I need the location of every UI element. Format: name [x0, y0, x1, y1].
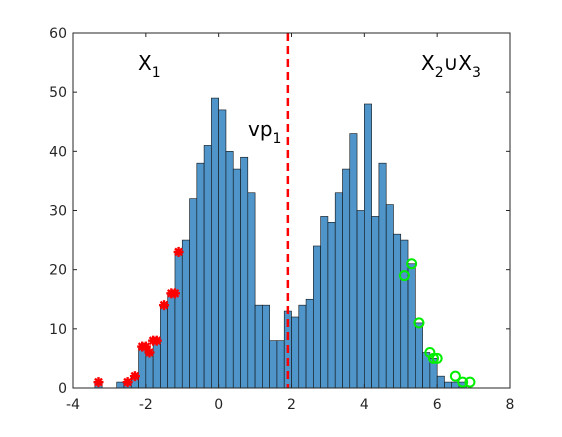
histogram-bar: [145, 352, 154, 389]
histogram-bar: [262, 304, 270, 389]
red-star-marker: [140, 341, 151, 352]
annotation-x1: X1: [138, 51, 161, 81]
y-tick-label: 40: [49, 144, 67, 160]
histogram-bar: [436, 375, 445, 389]
histogram-bar: [196, 162, 205, 389]
histogram-bar: [320, 216, 329, 389]
axis-ticks: -4 -2 0 2 4 6 8 0 10 20 30 40 50 60: [49, 26, 514, 413]
histogram-bar: [327, 222, 336, 389]
histogram-bar: [371, 216, 380, 389]
histogram-bar: [211, 97, 219, 389]
y-tick-label: 0: [58, 381, 67, 397]
annotation-x2-union-x3: X2∪X3: [421, 51, 481, 81]
histogram-bar: [356, 210, 365, 389]
green-circle-marker: [398, 270, 410, 282]
red-star-marker: [173, 246, 184, 257]
histogram-bar: [276, 340, 285, 389]
histogram-bar: [291, 316, 300, 389]
histogram-bar: [444, 381, 453, 389]
green-circle-marker: [406, 258, 418, 270]
histogram-bar: [393, 233, 402, 389]
histogram-bar: [174, 251, 183, 389]
histogram-bar: [240, 156, 249, 389]
histogram-bar: [167, 293, 176, 389]
y-tick-label: 60: [49, 26, 67, 42]
y-tick-label: 30: [49, 204, 67, 220]
red-star-marker: [159, 300, 170, 311]
histogram-bar: [378, 162, 387, 389]
histogram-bar: [342, 168, 351, 389]
x-tick-label: 8: [506, 397, 515, 413]
red-star-marker: [169, 288, 180, 299]
histogram-bar: [203, 145, 212, 389]
histogram-bar: [305, 298, 314, 389]
histogram-bar: [298, 304, 307, 389]
green-circle-marker: [464, 376, 476, 388]
histogram-bar: [254, 304, 263, 389]
histogram-bar: [385, 204, 394, 389]
red-star-marker: [122, 377, 133, 388]
x-tick-label: -2: [139, 397, 153, 413]
x-tick-label: -4: [66, 397, 80, 413]
green-circle-marker: [413, 317, 425, 329]
histogram-bar: [407, 263, 416, 389]
red-star-marker: [129, 371, 140, 382]
marker-layer: [93, 246, 476, 388]
x-tick-label: 0: [214, 397, 223, 413]
x-tick-label: 4: [360, 397, 369, 413]
y-tick-label: 50: [49, 85, 67, 101]
y-tick-label: 20: [49, 263, 67, 279]
histogram-bar: [334, 192, 343, 389]
green-circle-marker: [431, 352, 443, 364]
histogram-bar: [415, 322, 423, 389]
histogram-bar: [364, 103, 372, 389]
histogram-bar: [218, 109, 227, 389]
annotation-vp1: vp1: [248, 117, 281, 147]
red-star-marker: [151, 335, 162, 346]
x-tick-label: 2: [287, 397, 296, 413]
histogram-bar: [269, 340, 278, 389]
histogram-bar: [152, 340, 161, 389]
histogram-bar: [225, 151, 234, 389]
green-circle-marker: [449, 370, 461, 382]
y-tick-label: 10: [49, 322, 67, 338]
histogram-bar: [232, 168, 241, 389]
green-circle-marker: [457, 376, 469, 388]
histogram-bar: [349, 133, 358, 389]
histogram-bar: [313, 245, 321, 389]
red-star-marker: [93, 377, 104, 388]
red-star-marker: [144, 347, 155, 358]
histogram-bar: [247, 192, 256, 389]
histogram-bar: [189, 198, 198, 389]
green-circle-marker: [428, 352, 440, 364]
x-tick-label: 6: [433, 397, 442, 413]
histogram-bar: [160, 304, 168, 389]
histogram-bar: [181, 239, 190, 389]
